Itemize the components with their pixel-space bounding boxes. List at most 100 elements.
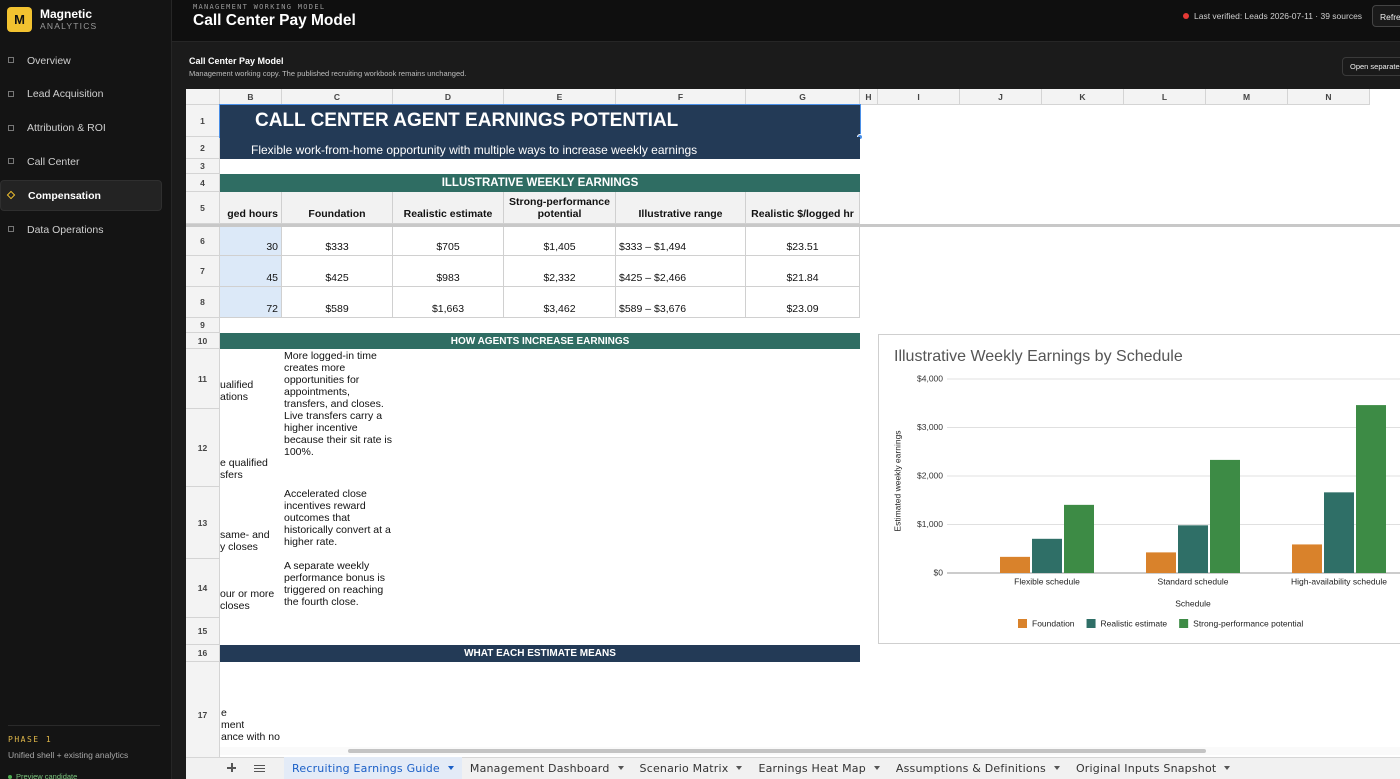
table-cell: $1,405 — [504, 227, 616, 256]
sheet-menu[interactable] — [254, 768, 265, 770]
tab-dropdown[interactable] — [617, 766, 624, 770]
nav-icon — [8, 226, 14, 232]
column-header: F — [616, 89, 746, 105]
verified: Last verified: Leads 2026-07-11 · 39 sou… — [1194, 11, 1363, 21]
section-title: Call Center Pay Model — [189, 56, 284, 66]
table-cell: 30 — [220, 227, 282, 256]
table-header-cell: Realistic $/logged hr — [746, 192, 860, 224]
column-header: M — [1206, 89, 1288, 105]
row17-line: e — [221, 707, 227, 719]
tip-left-line: e qualified — [220, 457, 268, 469]
sheet-tab[interactable]: Recruiting Earnings Guide — [284, 757, 462, 779]
tab-dropdown[interactable] — [447, 766, 454, 770]
row-header: 14 — [186, 559, 220, 618]
sheet-tab[interactable]: Earnings Heat Map — [750, 757, 887, 779]
tip-left-line: y closes — [220, 541, 258, 553]
row-header: 11 — [186, 349, 220, 409]
nav-item[interactable]: Data Operations — [27, 223, 104, 236]
tip-left: e qualified sfers — [220, 409, 282, 487]
table-cell: 45 — [220, 256, 282, 287]
tab-dropdown[interactable] — [1224, 766, 1231, 770]
section-banner: ILLUSTRATIVE WEEKLY EARNINGS — [220, 174, 860, 192]
scroll-thumb[interactable] — [348, 749, 1206, 753]
column-header: K — [1042, 89, 1124, 105]
tab-dropdown[interactable] — [1053, 766, 1060, 770]
row-header: 17 — [186, 662, 220, 768]
section-subtitle: Management working copy. The published r… — [189, 69, 467, 78]
sheet-tab-label: Assumptions & Definitions — [895, 761, 1046, 775]
table-header-cell: ged hours — [220, 192, 282, 224]
sheet-tab-label: Management Dashboard — [469, 761, 610, 775]
subtitle-banner: Flexible work-from-home opportunity with… — [220, 137, 860, 159]
table-cell: $1,663 — [393, 287, 504, 318]
open-button[interactable]: Open separate — [1342, 57, 1400, 76]
nav-item[interactable]: Compensation — [0, 180, 162, 212]
column-header: H — [860, 89, 878, 105]
section-banner: HOW AGENTS INCREASE EARNINGS — [220, 333, 860, 349]
row-header: 2 — [186, 137, 220, 159]
column-header: J — [960, 89, 1042, 105]
sheet-tab-label: Scenario Matrix — [639, 761, 729, 775]
tip-left-line: ations — [220, 391, 249, 403]
sheet-menu[interactable] — [254, 765, 265, 767]
row-header: 5 — [186, 192, 220, 224]
row17-line: ment — [221, 719, 245, 731]
tip-left: same- and y closes — [220, 487, 282, 559]
sheet-tab[interactable]: Original Inputs Snapshot — [1068, 757, 1238, 779]
table-header-cell: Illustrative range — [616, 192, 746, 224]
table-cell: $2,332 — [504, 256, 616, 287]
tip-left-line: same- and — [220, 529, 270, 541]
sheet-tab-label: Original Inputs Snapshot — [1075, 761, 1217, 775]
tip-left-line: our or more — [220, 588, 275, 600]
table-header-cell: Foundation — [282, 192, 393, 224]
sheet-menu[interactable] — [254, 771, 265, 773]
row-header: 13 — [186, 487, 220, 559]
nav-item[interactable]: Lead Acquisition — [27, 88, 104, 101]
table-cell: $589 – $3,676 — [616, 287, 746, 318]
nav-item[interactable]: Call Center — [27, 155, 80, 168]
sheet-tab[interactable]: Assumptions & Definitions — [888, 757, 1068, 779]
chart-box — [878, 334, 1400, 644]
tab-dropdown[interactable] — [873, 766, 880, 770]
sheet-tab-label: Recruiting Earnings Guide — [292, 761, 440, 775]
phase-label: PHASE 1 — [8, 735, 53, 744]
sheet-tab[interactable]: Management Dashboard — [462, 757, 632, 779]
tab-dropdown[interactable] — [736, 766, 743, 770]
tab-bar — [186, 757, 1400, 779]
refresh-button[interactable]: Refresh — [1372, 5, 1400, 27]
tip-text: Accelerated close incentives reward outc… — [284, 488, 391, 548]
tip-left: ualified ations — [220, 349, 282, 409]
phase-note: Unified shell + existing analytics — [8, 750, 129, 760]
nav-icon — [8, 124, 14, 131]
selection — [219, 104, 861, 138]
column-header: D — [393, 89, 504, 105]
table-cell: $333 — [282, 227, 393, 256]
row-header: 6 — [186, 227, 220, 256]
nav-item[interactable]: Attribution & ROI — [27, 122, 106, 135]
table-cell: $425 — [282, 256, 393, 287]
brand-tagline: ANALYTICS — [40, 21, 98, 31]
column-header: C — [282, 89, 393, 105]
section-banner: WHAT EACH ESTIMATE MEANS — [220, 645, 860, 662]
status: Preview candidate — [16, 772, 78, 779]
table-cell: $983 — [393, 256, 504, 287]
table-cell: $21.84 — [746, 256, 860, 287]
table-cell: 72 — [220, 287, 282, 318]
row-header: 9 — [186, 318, 220, 333]
brand-name: Magnetic — [40, 7, 93, 21]
logo: M — [7, 7, 32, 32]
sheet-tab[interactable]: Scenario Matrix — [632, 757, 751, 779]
table-cell: $705 — [393, 227, 504, 256]
row-header: 1 — [186, 105, 220, 137]
table-cell: $589 — [282, 287, 393, 318]
row-header: 8 — [186, 287, 220, 318]
tip-text: A separate weekly performance bonus is t… — [284, 560, 385, 608]
row-header: 15 — [186, 618, 220, 645]
column-header: I — [878, 89, 960, 105]
column-header: N — [1288, 89, 1370, 105]
table-cell: $23.09 — [746, 287, 860, 318]
nav-item[interactable]: Overview — [27, 54, 71, 67]
row-header: 10 — [186, 333, 220, 349]
title-banner: CALL CENTER AGENT EARNINGS POTENTIAL — [220, 105, 860, 137]
row-header: 4 — [186, 174, 220, 192]
